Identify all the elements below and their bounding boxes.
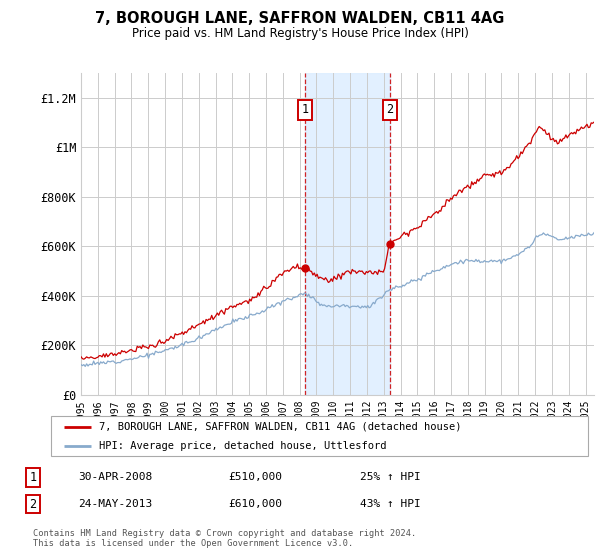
FancyBboxPatch shape	[51, 416, 588, 456]
Text: 1: 1	[29, 470, 37, 484]
Text: Contains HM Land Registry data © Crown copyright and database right 2024.
This d: Contains HM Land Registry data © Crown c…	[33, 529, 416, 548]
Text: Price paid vs. HM Land Registry's House Price Index (HPI): Price paid vs. HM Land Registry's House …	[131, 27, 469, 40]
Text: 2: 2	[386, 104, 394, 116]
Text: £610,000: £610,000	[228, 499, 282, 509]
Text: 7, BOROUGH LANE, SAFFRON WALDEN, CB11 4AG (detached house): 7, BOROUGH LANE, SAFFRON WALDEN, CB11 4A…	[100, 422, 462, 432]
Text: 1: 1	[302, 104, 309, 116]
Text: 2: 2	[29, 497, 37, 511]
Bar	[305, 73, 390, 395]
Text: £510,000: £510,000	[228, 472, 282, 482]
Text: 43% ↑ HPI: 43% ↑ HPI	[360, 499, 421, 509]
Text: 24-MAY-2013: 24-MAY-2013	[78, 499, 152, 509]
Text: 7, BOROUGH LANE, SAFFRON WALDEN, CB11 4AG: 7, BOROUGH LANE, SAFFRON WALDEN, CB11 4A…	[95, 11, 505, 26]
Text: 25% ↑ HPI: 25% ↑ HPI	[360, 472, 421, 482]
Text: 30-APR-2008: 30-APR-2008	[78, 472, 152, 482]
Text: HPI: Average price, detached house, Uttlesford: HPI: Average price, detached house, Uttl…	[100, 441, 387, 450]
